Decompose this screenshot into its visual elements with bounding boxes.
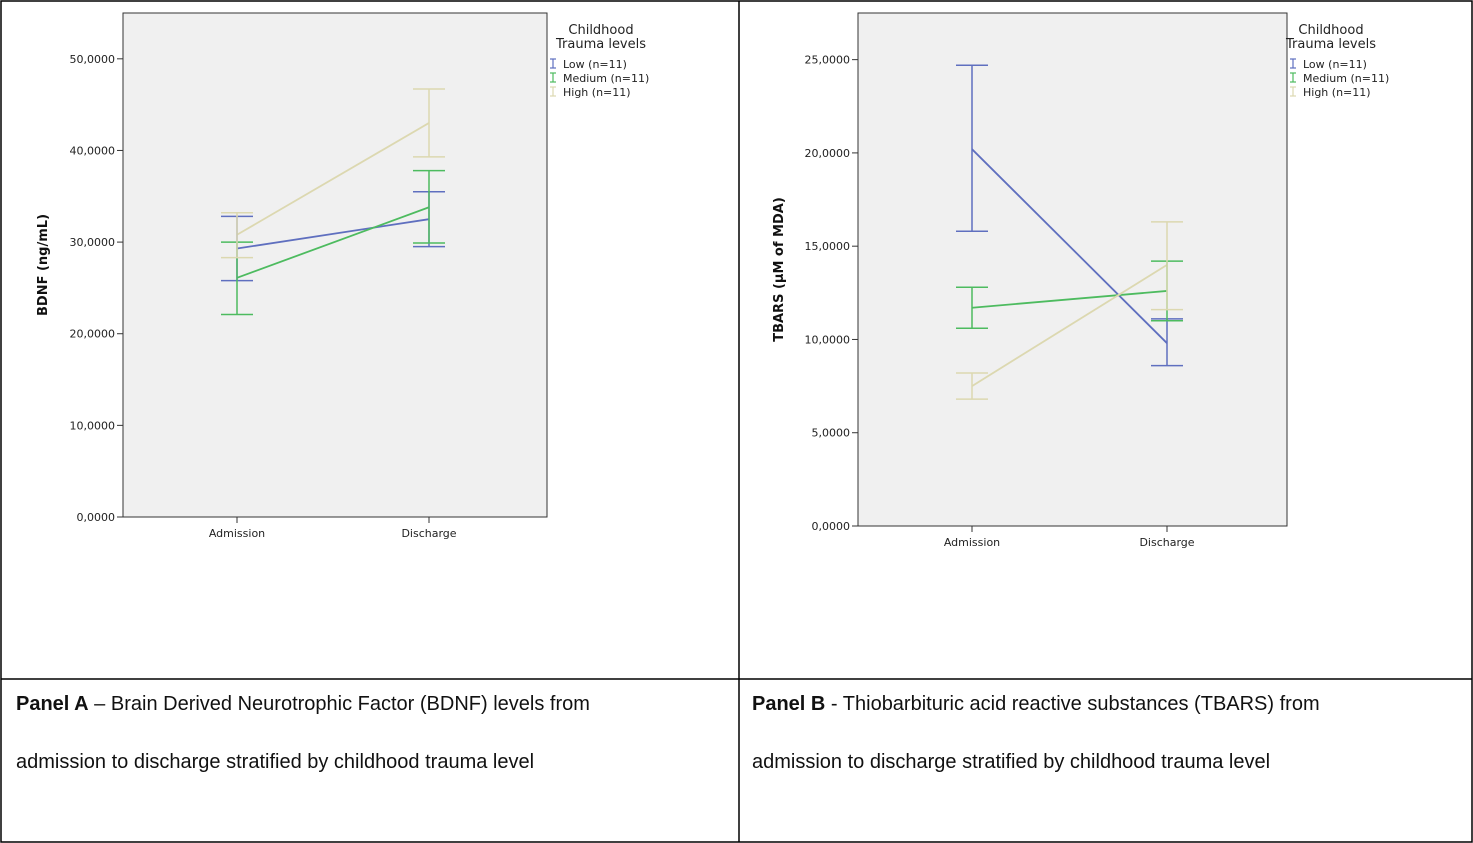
error-bar-high xyxy=(1151,221,1183,311)
y-tick-label: 0,0000 xyxy=(77,511,116,524)
caption-panel-b-line1: Panel B - Thiobarbituric acid reactive s… xyxy=(752,694,1320,714)
chart-panel-b: 0,0000 5,0000 10,0000 15,0000 20,0000 25,0000… xyxy=(772,12,1389,549)
y-tick-label: 10,0000 xyxy=(805,333,851,346)
caption-panel-b-line2: admission to discharge stratified by chi… xyxy=(752,751,1271,773)
legend-entry-high: High (n=11) xyxy=(1303,86,1371,99)
legend-errorbar-icon xyxy=(1290,58,1296,69)
y-tick-label: 40,0000 xyxy=(70,144,116,157)
y-axis-label: BDNF (ng/mL) xyxy=(36,214,51,316)
legend-title-line2: Trauma levels xyxy=(555,37,646,52)
caption-panel-a-separator: – xyxy=(88,693,111,715)
y-tick-label: 5,0000 xyxy=(812,427,851,440)
y-tick-label: 0,0000 xyxy=(812,520,851,533)
caption-panel-a-text1: Brain Derived Neurotrophic Factor (BDNF)… xyxy=(110,693,590,715)
legend-entry-low: Low (n=11) xyxy=(1303,58,1367,71)
caption-panel-b-separator: - xyxy=(825,693,843,715)
legend: Childhood Trauma levels Low (n=11)Medium… xyxy=(1285,23,1389,99)
series-line-low xyxy=(971,148,1168,344)
y-tick-label: 20,0000 xyxy=(805,147,851,160)
error-bar-high xyxy=(221,212,253,259)
x-tick-label: Admission xyxy=(944,536,1000,549)
caption-panel-b-text1: Thiobarbituric acid reactive substances … xyxy=(842,693,1320,715)
plot-area xyxy=(122,12,548,518)
legend-title-line1: Childhood xyxy=(1298,23,1363,38)
legend-title-line2: Trauma levels xyxy=(1285,37,1376,52)
error-bar-low xyxy=(956,64,988,233)
caption-panel-a-line1: Panel A – Brain Derived Neurotrophic Fac… xyxy=(16,694,590,714)
x-tick-label: Admission xyxy=(209,527,265,540)
caption-panel-a-line2: admission to discharge stratified by chi… xyxy=(16,751,535,773)
series-line-medium xyxy=(971,290,1168,309)
y-tick-label: 20,0000 xyxy=(70,328,116,341)
legend-entry-low: Low (n=11) xyxy=(563,58,627,71)
legend-errorbar-icon xyxy=(550,86,556,97)
y-tick-label: 10,0000 xyxy=(70,419,116,432)
series-line-medium xyxy=(236,206,430,279)
series-line-low xyxy=(236,218,430,250)
legend-errorbar-icon xyxy=(550,72,556,83)
x-tick-label: Discharge xyxy=(401,527,456,540)
caption-panel-a-label: Panel A xyxy=(16,693,89,715)
plot-area xyxy=(857,12,1288,527)
series-line-high xyxy=(236,122,430,236)
legend-errorbar-icon xyxy=(550,58,556,69)
legend-errorbar-icon xyxy=(1290,86,1296,97)
legend: Childhood Trauma levels Low (n=11)Medium… xyxy=(550,23,649,99)
legend-entry-high: High (n=11) xyxy=(563,86,631,99)
caption-panel-b-label: Panel B xyxy=(752,693,826,715)
y-tick-label: 30,0000 xyxy=(70,236,116,249)
legend-entry-medium: Medium (n=11) xyxy=(1303,72,1389,85)
error-bar-high xyxy=(413,88,445,158)
y-tick-label: 50,0000 xyxy=(70,53,116,66)
error-bar-high xyxy=(956,372,988,400)
chart-panel-a: 0,0000 10,0000 20,0000 30,0000 40,0000 50,000… xyxy=(36,12,649,540)
series-line-high xyxy=(971,264,1168,387)
x-tick-label: Discharge xyxy=(1139,536,1194,549)
error-bar-medium xyxy=(413,169,445,244)
y-tick-label: 25,0000 xyxy=(805,54,851,67)
legend-entry-medium: Medium (n=11) xyxy=(563,72,649,85)
y-tick-label: 15,0000 xyxy=(805,240,851,253)
error-bar-medium xyxy=(956,286,988,330)
y-axis-label: TBARS (µM of MDA) xyxy=(772,197,787,342)
legend-title-line1: Childhood xyxy=(568,23,633,38)
legend-errorbar-icon xyxy=(1290,72,1296,83)
